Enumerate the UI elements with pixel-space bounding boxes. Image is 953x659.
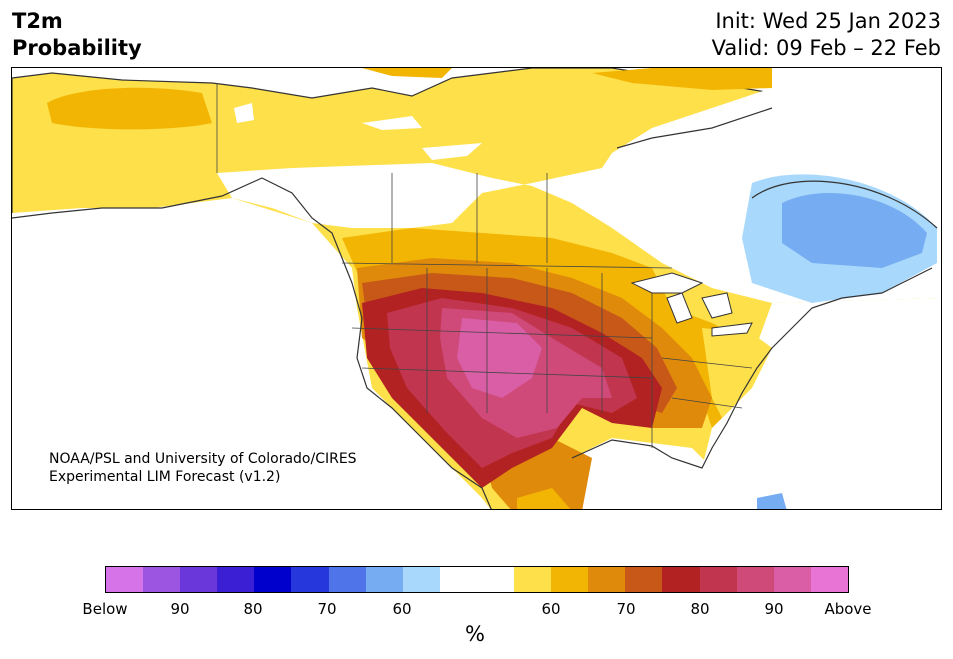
title-line-2: Probability <box>12 36 142 60</box>
colorbar-segment <box>402 567 440 592</box>
us-pink-core <box>457 318 542 398</box>
colorbar-unit: % <box>465 622 485 646</box>
colorbar-segment <box>476 567 515 592</box>
colorbar-segment <box>810 567 848 592</box>
ocean-west <box>12 198 491 509</box>
colorbar <box>105 566 849 593</box>
arctic-islands <box>234 103 482 160</box>
colorbar-tick: 90 <box>764 600 784 618</box>
forecast-map <box>11 67 942 510</box>
colorbar-tick: 80 <box>690 600 710 618</box>
colorbar-segment <box>736 567 774 592</box>
colorbar-segment <box>143 567 181 592</box>
valid-period: Valid: 09 Feb – 22 Feb <box>711 36 941 60</box>
credit-line-2: Experimental LIM Forecast (v1.2) <box>49 469 281 485</box>
colorbar-tick: Above <box>824 600 872 618</box>
credit-line-1: NOAA/PSL and University of Colorado/CIRE… <box>49 451 357 467</box>
great-lakes <box>630 272 753 337</box>
colorbar-segment <box>699 567 737 592</box>
arctic-gold-zone <box>362 68 772 90</box>
colorbar-segment <box>551 567 589 592</box>
colorbar-segment <box>365 567 403 592</box>
political-borders <box>216 83 753 448</box>
east-yellow-zone <box>702 328 772 418</box>
colorbar-segment <box>662 567 700 592</box>
ocean-east <box>654 298 941 509</box>
mexico-gold-zone <box>517 488 571 509</box>
colorbar-segment <box>217 567 255 592</box>
map-canvas <box>12 68 941 509</box>
colorbar-segment <box>180 567 218 592</box>
date-info: Init: Wed 25 Jan 2023 Valid: 09 Feb – 22… <box>712 8 941 62</box>
data-credit: NOAA/PSL and University of Colorado/CIRE… <box>49 450 357 486</box>
colorbar-tick: 70 <box>616 600 636 618</box>
coastlines <box>12 107 938 509</box>
alaska-gold-zone <box>47 87 212 130</box>
colorbar-tick: 60 <box>392 600 412 618</box>
title-line-1: T2m <box>12 9 63 33</box>
quebec-blue-zone <box>782 193 927 268</box>
colorbar-tick: 90 <box>170 600 190 618</box>
colorbar-segment <box>514 567 552 592</box>
colorbar-segment <box>328 567 366 592</box>
colorbar-tick: Below <box>82 600 128 618</box>
colorbar-segment <box>106 567 144 592</box>
colorbar-tick: 60 <box>541 600 561 618</box>
colorbar-segment <box>625 567 663 592</box>
colorbar-segment <box>773 567 811 592</box>
colorbar-segment <box>291 567 329 592</box>
colorbar-segment <box>254 567 292 592</box>
map-title: T2m Probability <box>12 8 142 62</box>
colorbar-segment <box>588 567 626 592</box>
colorbar-tick: 80 <box>243 600 263 618</box>
bahamas-blue-patch <box>757 493 787 509</box>
colorbar-tick: 70 <box>317 600 337 618</box>
init-date: Init: Wed 25 Jan 2023 <box>715 9 941 33</box>
colorbar-segment <box>439 567 477 592</box>
gulf-of-mexico <box>572 438 712 509</box>
